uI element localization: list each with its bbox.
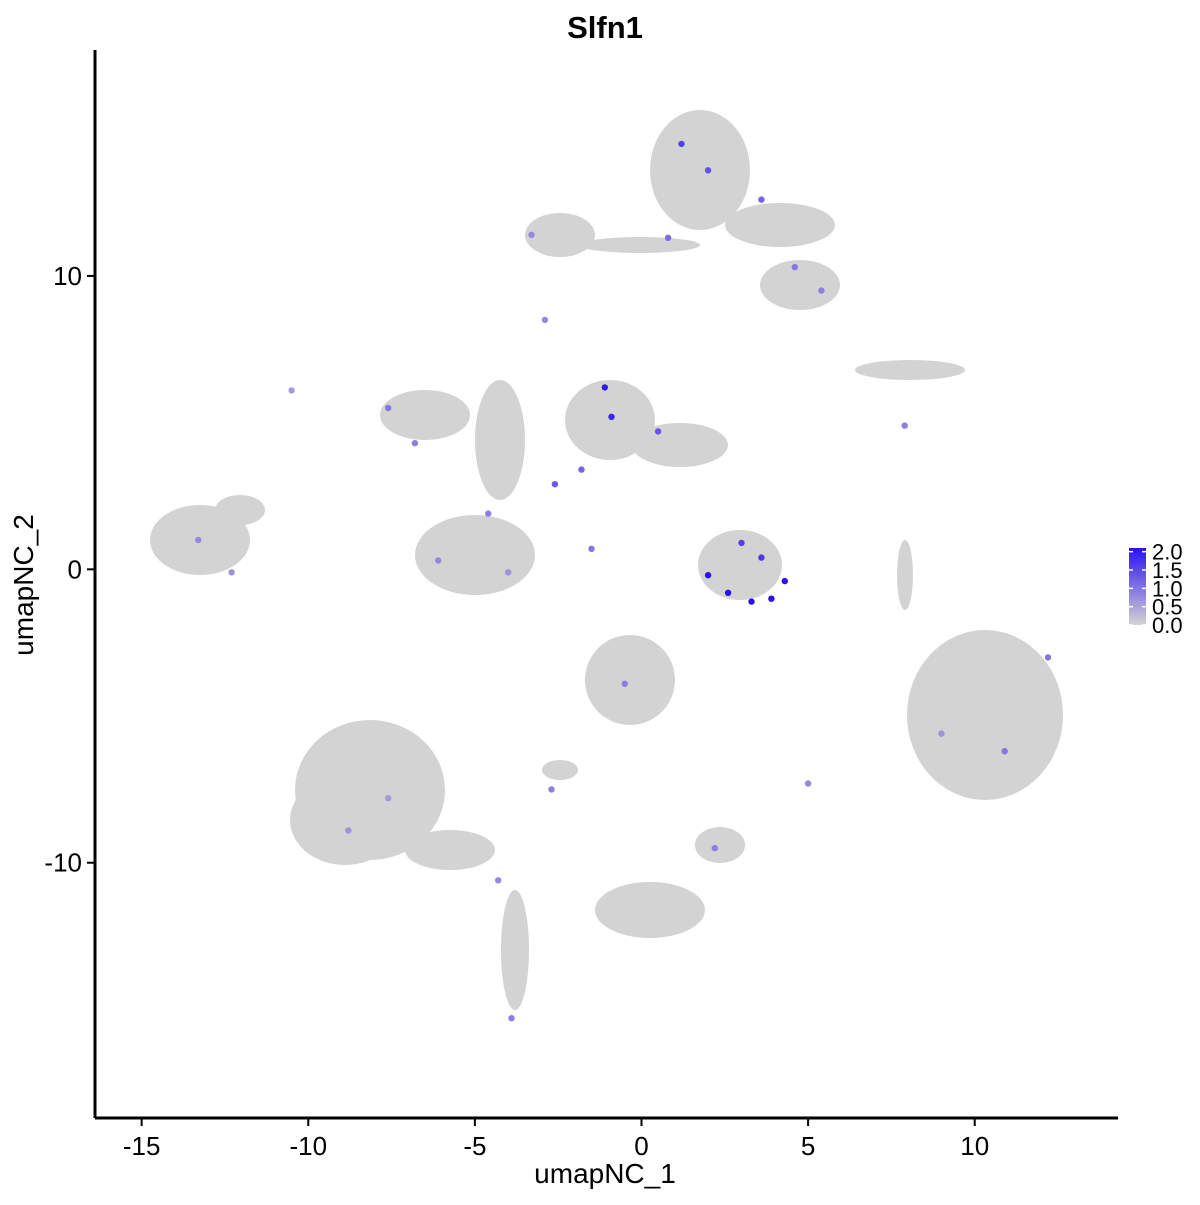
cell-point-31	[548, 786, 555, 793]
colorbar-label: 0.5	[1152, 595, 1183, 620]
cell-point-19	[588, 545, 595, 552]
cluster-thin-right	[855, 360, 965, 380]
cluster-left-arm	[215, 495, 265, 525]
cluster-bottom-tail	[501, 890, 529, 1010]
colorbar-ticks: 0.00.51.01.52.0	[1129, 540, 1183, 638]
cell-point-35	[495, 877, 502, 884]
cell-point-26	[768, 595, 775, 602]
y-tick-label: -10	[44, 848, 82, 878]
cluster-small-low	[695, 827, 745, 863]
cell-point-18	[505, 569, 512, 576]
x-tick-label: 5	[801, 1131, 815, 1161]
cluster-bottom-left-lower	[290, 775, 400, 865]
x-tick-label: -5	[463, 1131, 486, 1161]
plot-title: Slfn1	[567, 10, 643, 45]
cell-point-17	[435, 557, 442, 564]
y-tick-label: 10	[53, 261, 82, 291]
cluster-center-low	[585, 635, 675, 725]
cell-point-25	[748, 598, 755, 605]
cell-point-36	[1001, 748, 1008, 755]
cell-point-33	[711, 844, 718, 852]
colorbar-legend: 0.00.51.01.52.0	[1129, 540, 1183, 638]
y-axis-title: umapNC_2	[8, 514, 39, 656]
cluster-mid-lower	[415, 515, 535, 595]
cell-point-5	[791, 263, 798, 271]
cell-point-30	[621, 680, 628, 687]
cell-point-24	[724, 589, 732, 596]
y-axis-ticks: -10 0 10	[44, 261, 95, 878]
cluster-small-left-low	[542, 760, 578, 780]
cell-point-38	[938, 730, 945, 737]
x-tick-label: 10	[960, 1131, 989, 1161]
cell-point-10	[608, 413, 615, 420]
cluster-bottom-left-arm	[405, 830, 495, 870]
cluster-small-center	[698, 530, 782, 600]
cluster-mid-center	[565, 380, 655, 460]
x-axis-title: umapNC_1	[534, 1158, 676, 1189]
cell-point-4	[528, 231, 535, 238]
cell-point-12	[385, 404, 392, 412]
cluster-big-right	[907, 630, 1063, 800]
cell-point-28	[738, 539, 745, 547]
colorbar-label: 0.0	[1152, 613, 1183, 638]
cell-point-3	[664, 234, 672, 241]
cells-layer	[150, 110, 1063, 1010]
cell-point-37	[1044, 654, 1052, 661]
expression-points-layer	[195, 140, 1052, 1022]
colorbar-label: 1.0	[1152, 576, 1183, 601]
x-tick-label: -10	[289, 1131, 327, 1161]
x-axis-ticks: -15 -10 -5 0 5 10	[123, 1118, 989, 1161]
cell-point-6	[818, 287, 825, 294]
y-tick-label: 0	[68, 554, 82, 584]
cell-point-14	[551, 481, 559, 488]
cell-point-23	[704, 572, 712, 579]
cluster-top-right	[650, 110, 750, 230]
cell-point-22	[901, 422, 908, 429]
cell-point-13	[411, 440, 419, 447]
cell-point-16	[485, 510, 492, 517]
cluster-top-right-tail	[760, 260, 840, 310]
cluster-mid-left	[380, 390, 470, 440]
cell-point-34	[508, 1015, 515, 1022]
cell-point-29	[758, 554, 765, 561]
x-tick-label: 0	[634, 1131, 648, 1161]
cell-point-0	[678, 140, 685, 148]
cluster-lower-center	[595, 882, 705, 938]
cell-point-27	[781, 577, 788, 585]
cluster-top-left	[525, 213, 595, 257]
colorbar	[1129, 548, 1146, 625]
cell-point-9	[601, 384, 608, 391]
cluster-thin-vertical	[897, 540, 913, 610]
cell-point-11	[654, 428, 662, 435]
cluster-mid-arm	[632, 423, 728, 467]
cell-point-40	[385, 795, 392, 802]
cell-point-7	[541, 316, 549, 324]
cluster-mid-stem	[475, 380, 525, 500]
x-tick-label: -15	[123, 1131, 161, 1161]
cell-point-39	[345, 827, 352, 834]
colorbar-label: 2.0	[1152, 540, 1183, 565]
cell-point-8	[288, 387, 295, 394]
cluster-top-right-arm	[725, 203, 835, 247]
colorbar-label: 1.5	[1152, 558, 1183, 583]
cell-point-20	[195, 536, 202, 544]
cell-point-32	[804, 780, 812, 787]
cell-point-2	[758, 196, 765, 203]
cell-point-21	[228, 569, 235, 576]
cell-point-1	[704, 167, 712, 174]
cluster-top-bridge	[580, 237, 700, 253]
cell-point-15	[578, 466, 585, 473]
